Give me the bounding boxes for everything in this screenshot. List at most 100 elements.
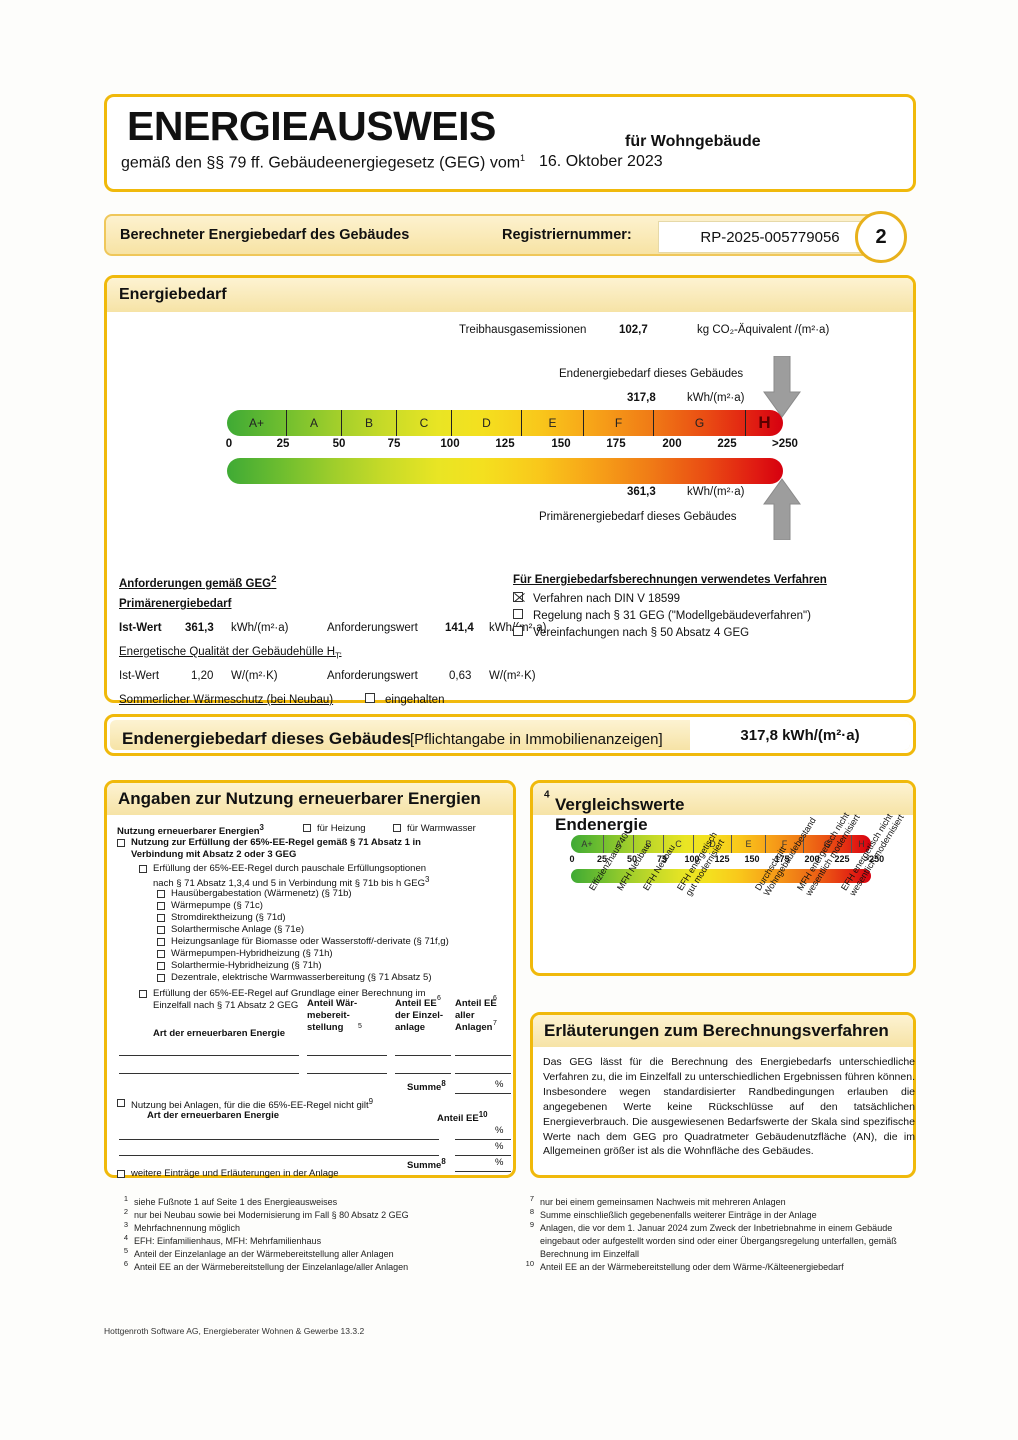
method-checkbox-din18599[interactable] [513,592,523,602]
option-checkbox-7[interactable] [157,974,165,982]
energy-panel-header: Energiebedarf [107,278,913,312]
footnote-number: 7 [529,1194,534,1203]
table2-sum-unit: % [495,1157,504,1168]
footnote-number: 9 [529,1220,534,1230]
comparison-class-cell-e: E [732,835,766,853]
comparison-panel-header: Vergleichswerte Endenergie 4 [533,783,913,834]
comparison-gradient-band [571,869,871,883]
hull-anf-unit: W/(m²·K) [489,670,536,682]
requirements-title: Anforderungen gemäß GEG2 [119,574,277,590]
energy-class-cell-c: C [397,410,452,436]
hull-anf-label: Anforderungswert [327,670,418,682]
option-label-6: Solarthermie-Hybridheizung (§ 71h) [171,960,322,971]
table2-row2-line-ee [455,1155,511,1156]
footnote-number: 4 [123,1233,128,1243]
explanation-panel: Erläuterungen zum Berechnungsverfahren D… [530,1012,916,1178]
comparison-tick-9: 225 [834,854,850,864]
final-demand-strip-inner: Endenergiebedarf dieses Gebäudes [Pflich… [110,720,910,750]
energy-tick-4: 100 [440,438,460,450]
footnote-item: 9 Anlagen, die vor dem 1. Januar 2024 zum… [518,1220,918,1261]
further-entries-label: weitere Einträge und Erläuterungen in de… [131,1168,339,1179]
comparison-class-cell-h: H [858,839,865,849]
primary-ist-unit: kWh/(m²·a) [231,622,289,634]
software-footer: Hottgenroth Software AG, Energieberater … [104,1326,365,1336]
energy-class-cell-g: G [654,410,746,436]
footnote-text: siehe Fußnote 1 auf Seite 1 des Energiea… [134,1197,338,1207]
energy-tick-3: 75 [387,438,401,450]
page-subtitle: für Wohngebäude [625,133,761,150]
footnote-item: 7 nur bei einem gemeinsamen Nachweis mit … [518,1194,918,1209]
page-title: ENERGIEAUSWEIS [127,103,496,149]
final-demand-value: 317,8 [627,392,656,404]
option-checkbox-0[interactable] [157,890,165,898]
energy-scale-ticks: 0 25 50 75 100 125 150 175 200 225 >250 [226,438,827,454]
energy-tick-8: 200 [662,438,682,450]
footnote-item: 1 siehe Fußnote 1 auf Seite 1 des Energie… [112,1194,512,1209]
option-label-7: Dezentrale, elektrische Warmwasserbereit… [171,972,432,983]
comparison-scale-ticks: 0 25 50 75 100 125 150 175 200 225 >250 [569,854,891,868]
flat-options-line2: nach § 71 Absatz 1,3,4 und 5 in Verbindu… [153,875,430,890]
energy-class-cell-h: H [758,413,771,432]
energy-tick-1: 25 [276,438,290,450]
option-checkbox-2[interactable] [157,914,165,922]
explanation-panel-header: Erläuterungen zum Berechnungsverfahren [533,1015,913,1047]
primary-demand-band [227,458,783,484]
energy-class-scale: A+ A B C D E F G H 0 25 50 75 100 125 150 175 200 225 >250 [226,410,798,450]
ghg-value: 102,7 [619,324,648,336]
table2-sum-label: Summe8 [407,1157,446,1172]
table1-col-ee-alle: Anteil EE aller Anlagen [455,998,497,1033]
footnote-number: 8 [529,1207,534,1217]
option-checkbox-6[interactable] [157,962,165,970]
method-checkbox-paragraph50[interactable] [513,626,523,636]
footnote-number: 10 [525,1259,534,1269]
option-checkbox-4[interactable] [157,938,165,946]
comparison-tick-10: >250 [863,854,885,864]
footnote-text: Mehrfachnennung möglich [134,1223,241,1234]
option-checkbox-3[interactable] [157,926,165,934]
footnote-number: 2 [123,1207,128,1217]
option-checkbox-1[interactable] [157,902,165,910]
table1-sum-line [455,1093,511,1094]
single-case-checkbox[interactable] [139,990,147,998]
not-applicable-checkbox[interactable] [117,1099,125,1107]
table1-row1-line-alle [455,1055,511,1056]
primary-demand-arrow-icon [763,478,801,540]
option-checkbox-5[interactable] [157,950,165,958]
energy-class-cell-e: E [522,410,584,436]
usage-heating-checkbox[interactable] [303,824,311,832]
summer-protection-label: Sommerlicher Wärmeschutz (bei Neubau) [119,694,334,706]
table1-row2-line-einzel [395,1073,451,1074]
further-entries-checkbox[interactable] [117,1170,125,1178]
not-applicable-label: Nutzung bei Anlagen, für die die 65%-EE-… [131,1097,374,1112]
final-strip-value: 317,8 kWh/(m²·a) [690,720,910,750]
footnote-item: 5 Anteil der Einzelanlage an der Wärmeber… [112,1246,512,1261]
method-option-label-0: Verfahren nach DIN V 18599 [533,593,681,605]
footnote-number: 1 [123,1194,128,1203]
energy-tick-9: 225 [717,438,737,450]
comparison-tick-1: 25 [596,854,608,864]
table1-col-waerme: Anteil Wär- mebereit- stellung [307,998,358,1033]
energy-demand-panel: Energiebedarf Treibhausgasemissionen 102… [104,275,916,706]
table2-col-art: Art der erneuerbaren Energie [147,1110,279,1121]
single-case-line2: Einzelfall nach § 71 Absatz 2 GEG [153,1000,299,1011]
footnote-text: Summe einschließlich gegebenenfalls weit… [540,1210,817,1221]
table1-col-ee-alle-footnote6: 6 [493,995,497,1002]
table1-sum-label: Summe8 [407,1079,446,1094]
usage-hotwater-checkbox[interactable] [393,824,401,832]
method-checkbox-paragraph31[interactable] [513,609,523,619]
table2-row1-unit: % [495,1125,504,1136]
table2-col-ee: Anteil EE10 [437,1110,488,1125]
energy-tick-10: >250 [772,438,798,450]
summer-protection-checkbox[interactable] [365,693,375,703]
comparison-class-cell-g: G [804,835,852,853]
table1-row1-line-art [119,1055,299,1056]
flat-options-checkbox[interactable] [139,865,147,873]
primary-demand-label: Primärenergiebedarf dieses Gebäudes [539,511,737,523]
primary-anf-label: Anforderungswert [327,622,418,634]
rule65-checkbox[interactable] [117,839,125,847]
footnote-item: 10 Anteil EE an der Wärmebereitstellung o… [518,1259,918,1274]
table1-col-ee-einzel: Anteil EE der Einzel- anlage [395,998,444,1033]
table1-row1-line-einzel [395,1055,451,1056]
footnote-text: nur bei Neubau sowie bei Modernisierung … [134,1210,409,1221]
primary-ist-label: Ist-Wert [119,622,162,634]
